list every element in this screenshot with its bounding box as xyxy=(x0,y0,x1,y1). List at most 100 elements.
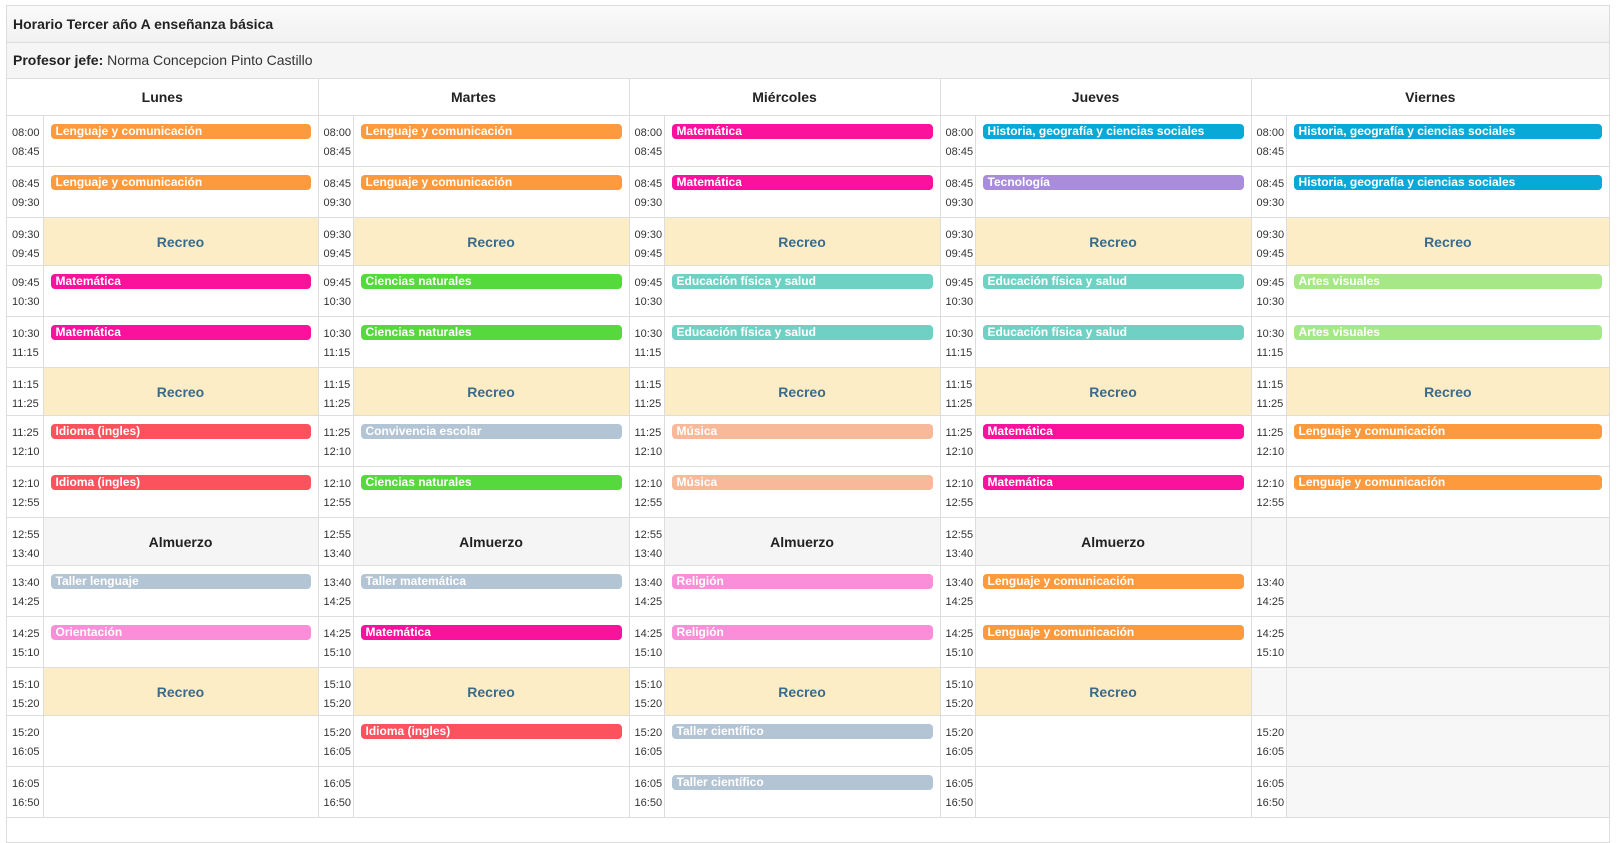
subject-badge[interactable]: Lenguaje y comunicación xyxy=(982,625,1244,640)
subject-badge[interactable]: Artes visuales xyxy=(1293,274,1603,289)
end-time: 15:20 xyxy=(323,698,352,710)
start-time: 14:25 xyxy=(634,628,663,640)
class-cell: Lenguaje y comunicación xyxy=(1286,466,1610,518)
teacher-label: Profesor jefe: xyxy=(13,52,104,68)
end-time: 12:55 xyxy=(1256,497,1285,509)
subject-badge[interactable]: Educación física y salud xyxy=(671,274,933,289)
subject-badge[interactable]: Música xyxy=(671,424,933,439)
class-cell: Educación física y salud xyxy=(664,265,941,317)
end-time: 12:10 xyxy=(945,446,974,458)
subject-badge[interactable]: Historia, geografía y ciencias sociales xyxy=(1293,124,1603,139)
class-cell: Lenguaje y comunicación xyxy=(353,115,630,167)
end-time: 11:15 xyxy=(12,347,39,359)
subject-badge[interactable]: Música xyxy=(671,475,933,490)
subject-badge[interactable]: Religión xyxy=(671,574,933,589)
subject-badge[interactable]: Matemática xyxy=(671,124,933,139)
start-time: 15:20 xyxy=(945,727,974,739)
subject-badge[interactable]: Taller científico xyxy=(671,775,933,790)
start-time: 12:10 xyxy=(1256,478,1285,490)
start-time: 15:20 xyxy=(323,727,352,739)
subject-badge[interactable]: Matemática xyxy=(982,475,1244,490)
subject-badge[interactable]: Ciencias naturales xyxy=(360,475,622,490)
subject-badge[interactable]: Idioma (ingles) xyxy=(360,724,622,739)
subject-badge[interactable]: Matemática xyxy=(360,625,622,640)
subject-badge[interactable]: Religión xyxy=(671,625,933,640)
recreo-label: Recreo xyxy=(1424,383,1472,400)
start-time: 10:30 xyxy=(634,328,663,340)
end-time: 11:25 xyxy=(323,398,351,410)
recreo-cell: Recreo xyxy=(353,217,630,266)
subject-badge[interactable]: Lenguaje y comunicación xyxy=(50,124,311,139)
end-time: 09:45 xyxy=(12,248,40,260)
almuerzo-cell: Almuerzo xyxy=(975,517,1252,566)
end-time: 16:05 xyxy=(12,746,40,758)
time-cell: 12:55 13:40 xyxy=(940,517,976,566)
subject-badge[interactable]: Idioma (ingles) xyxy=(50,424,311,439)
subject-badge[interactable]: Orientación xyxy=(50,625,311,640)
start-time: 08:45 xyxy=(12,178,40,190)
start-time: 11:25 xyxy=(12,427,39,439)
subject-badge[interactable]: Matemática xyxy=(671,175,933,190)
subject-badge[interactable]: Lenguaje y comunicación xyxy=(1293,475,1603,490)
start-time: 14:25 xyxy=(12,628,40,640)
subject-badge[interactable]: Tecnología xyxy=(982,175,1244,190)
subject-badge[interactable]: Taller científico xyxy=(671,724,933,739)
subject-badge[interactable]: Lenguaje y comunicación xyxy=(1293,424,1603,439)
subject-badge[interactable]: Educación física y salud xyxy=(982,325,1244,340)
subject-badge[interactable]: Taller lenguaje xyxy=(50,574,311,589)
schedule-row: 12:10 12:55 Idioma (ingles) 12:10 12:55 Cienc… xyxy=(7,466,1610,518)
day-header-lunes: Lunes xyxy=(7,79,319,116)
end-time: 11:25 xyxy=(12,398,39,410)
start-time: 16:05 xyxy=(1256,778,1285,790)
subject-badge[interactable]: Matemática xyxy=(982,424,1244,439)
subject-badge[interactable]: Matemática xyxy=(50,274,311,289)
start-time: 11:25 xyxy=(323,427,351,439)
subject-badge[interactable]: Historia, geografía y ciencias sociales xyxy=(1293,175,1603,190)
end-time: 13:40 xyxy=(634,548,663,560)
start-time: 12:10 xyxy=(945,478,974,490)
page-title: Horario Tercer año A enseñanza básica xyxy=(7,6,1609,43)
schedule-row: 15:20 16:05 15:20 16:05 Idioma (ingles) 15:20… xyxy=(7,715,1610,767)
empty-cell xyxy=(353,766,630,818)
subject-badge[interactable]: Educación física y salud xyxy=(982,274,1244,289)
subject-badge[interactable]: Lenguaje y comunicación xyxy=(982,574,1244,589)
subject-badge[interactable]: Taller matemática xyxy=(360,574,622,589)
end-time: 09:30 xyxy=(323,197,352,209)
end-time: 16:05 xyxy=(945,746,974,758)
start-time: 13:40 xyxy=(634,577,663,589)
schedule-row: 12:55 13:40 Almuerzo 12:55 13:40 Almuerzo 12:5… xyxy=(7,517,1610,566)
subject-badge[interactable]: Convivencia escolar xyxy=(360,424,622,439)
subject-badge[interactable]: Historia, geografía y ciencias sociales xyxy=(982,124,1244,139)
class-cell: Orientación xyxy=(43,616,319,668)
subject-badge[interactable]: Lenguaje y comunicación xyxy=(360,124,622,139)
time-cell: 15:20 16:05 xyxy=(940,715,976,767)
class-cell: Artes visuales xyxy=(1286,265,1610,317)
start-time: 09:45 xyxy=(323,277,352,289)
recreo-cell: Recreo xyxy=(353,667,630,716)
recreo-cell: Recreo xyxy=(353,367,630,416)
time-cell: 16:05 16:50 xyxy=(318,766,354,818)
class-cell: Matemática xyxy=(975,415,1252,467)
subject-badge[interactable]: Lenguaje y comunicación xyxy=(360,175,622,190)
subject-badge[interactable]: Ciencias naturales xyxy=(360,274,622,289)
end-time: 12:10 xyxy=(323,446,352,458)
time-cell: 09:30 09:45 xyxy=(940,217,976,266)
time-cell: 12:10 12:55 xyxy=(318,466,354,518)
start-time: 08:00 xyxy=(634,127,663,139)
almuerzo-cell: Almuerzo xyxy=(664,517,941,566)
subject-badge[interactable]: Matemática xyxy=(50,325,311,340)
subject-badge[interactable]: Lenguaje y comunicación xyxy=(50,175,311,190)
subject-badge[interactable]: Ciencias naturales xyxy=(360,325,622,340)
start-time: 08:00 xyxy=(945,127,974,139)
recreo-label: Recreo xyxy=(467,383,515,400)
end-time: 09:30 xyxy=(634,197,663,209)
end-time: 09:45 xyxy=(323,248,352,260)
subject-badge[interactable]: Idioma (ingles) xyxy=(50,475,311,490)
end-time: 10:30 xyxy=(945,296,974,308)
subject-badge[interactable]: Educación física y salud xyxy=(671,325,933,340)
start-time: 10:30 xyxy=(323,328,352,340)
empty-cell xyxy=(43,766,319,818)
time-cell: 09:45 10:30 xyxy=(318,265,354,317)
end-time: 15:10 xyxy=(1256,647,1285,659)
subject-badge[interactable]: Artes visuales xyxy=(1293,325,1603,340)
